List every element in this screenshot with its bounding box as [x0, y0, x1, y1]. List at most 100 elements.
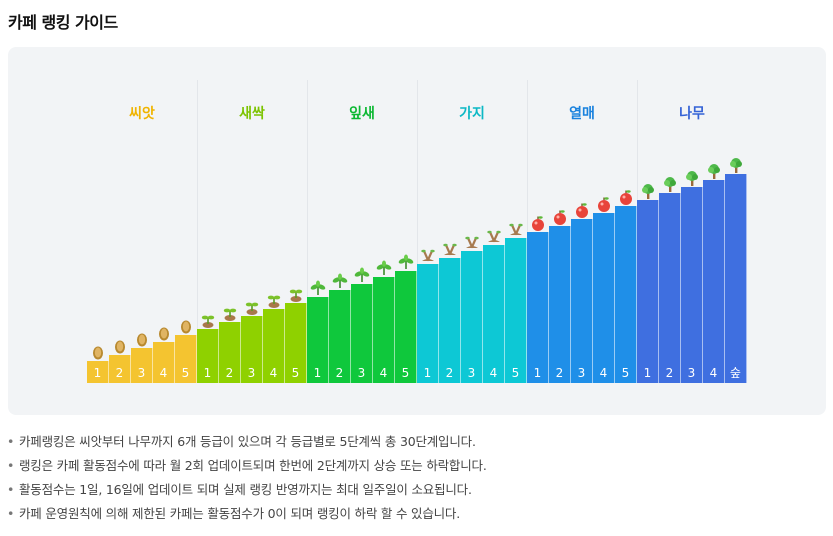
fruit-icon	[573, 201, 591, 223]
note-text: 활동점수는 1일, 16일에 업데이트 되며 실제 랭킹 반영까지는 최대 일주…	[19, 482, 472, 497]
tier-separator	[306, 80, 308, 382]
rank-bar: 2	[659, 193, 681, 383]
fruit-icon	[529, 214, 547, 236]
leaf-plant-icon	[309, 279, 327, 301]
rank-bar: 1	[417, 264, 439, 383]
sprout-icon	[287, 285, 305, 307]
rank-bar: 5	[285, 302, 307, 383]
note-item: • 카페 운영원칙에 의해 제한된 카페는 활동점수가 0이 되며 랭킹이 하락 …	[7, 502, 487, 526]
note-item: • 활동점수는 1일, 16일에 업데이트 되며 실제 랭킹 반영까지는 최대 일…	[7, 478, 487, 502]
rank-bar: 3	[681, 186, 703, 383]
rank-bar: 2	[549, 225, 571, 383]
bullet: •	[7, 506, 15, 521]
tier-label: 잎새	[349, 106, 375, 122]
rank-bar: 5	[505, 238, 527, 383]
rank-bar: 1	[307, 296, 329, 383]
rank-bar: 2	[109, 354, 131, 383]
branch-icon	[485, 227, 503, 249]
tier-label: 씨앗	[129, 106, 155, 122]
seed-icon	[133, 330, 151, 352]
sprout-icon	[199, 311, 217, 333]
rank-bar: 3	[351, 283, 373, 383]
fruit-icon	[595, 195, 613, 217]
rank-bar: 3	[571, 219, 593, 383]
bullet: •	[7, 482, 15, 497]
step-number: 1	[533, 366, 542, 380]
branch-icon	[507, 220, 525, 242]
seed-icon	[89, 343, 107, 365]
rank-bar: 4	[593, 212, 615, 383]
rank-bar: 1	[87, 361, 109, 383]
tree-icon	[661, 175, 679, 197]
note-text: 랭킹은 카페 활동점수에 따라 월 2회 업데이트되며 한번에 2단계까지 상승…	[19, 458, 487, 473]
leaf-plant-icon	[353, 266, 371, 288]
rank-bar: 3	[461, 251, 483, 383]
seed-icon	[177, 317, 195, 339]
leaf-plant-icon	[375, 259, 393, 281]
rank-bar: 4	[373, 277, 395, 383]
step-number: 3	[137, 365, 146, 380]
step-number: 1	[203, 366, 212, 380]
step-number: 3	[357, 365, 366, 380]
sprout-icon	[243, 298, 261, 320]
step-number: 3	[577, 365, 586, 380]
tier-separator	[196, 80, 198, 382]
step-number: 5	[291, 365, 300, 380]
bullet: •	[7, 434, 15, 449]
rank-bar: 1	[197, 328, 219, 383]
tier-label: 나무	[679, 106, 705, 122]
step-number: 5	[181, 365, 190, 380]
tier-label: 가지	[459, 106, 485, 122]
leaf-plant-icon	[397, 253, 415, 275]
rank-bar: 2	[219, 322, 241, 383]
rank-bar: 3	[241, 315, 263, 383]
step-number: 4	[489, 365, 498, 380]
tier-separator	[416, 80, 418, 382]
step-number: 1	[313, 366, 322, 380]
tree-icon	[705, 162, 723, 184]
tier-separator	[526, 80, 528, 382]
step-number: 1	[423, 366, 432, 380]
tier-label: 열매	[569, 106, 595, 122]
branch-icon	[441, 240, 459, 262]
step-number: 4	[709, 365, 718, 380]
step-number: 3	[247, 365, 256, 380]
step-number: 5	[401, 365, 410, 380]
step-number: 4	[159, 365, 168, 380]
rank-bar: 숲	[725, 173, 747, 383]
step-number: 2	[115, 365, 124, 380]
rank-bar: 4	[483, 244, 505, 383]
step-number: 3	[467, 365, 476, 380]
seed-icon	[155, 324, 173, 346]
step-number: 2	[225, 365, 234, 380]
step-number: 1	[643, 366, 652, 380]
rank-bar: 5	[175, 335, 197, 383]
tier-label: 새싹	[239, 106, 265, 122]
step-number: 2	[665, 365, 674, 380]
sprout-icon	[221, 304, 239, 326]
step-number: 5	[621, 365, 630, 380]
notes-list: • 카페랭킹은 씨앗부터 나무까지 6개 등급이 있으며 각 등급별로 5단계씩 …	[7, 430, 487, 526]
rank-bar: 5	[395, 270, 417, 383]
rank-bar: 2	[439, 257, 461, 383]
bullet: •	[7, 458, 15, 473]
branch-icon	[419, 246, 437, 268]
rank-bar: 1	[527, 232, 549, 383]
tree-icon	[639, 182, 657, 204]
rank-bar: 4	[703, 180, 725, 383]
note-text: 카페 운영원칙에 의해 제한된 카페는 활동점수가 0이 되며 랭킹이 하락 할…	[19, 506, 461, 521]
step-number: 숲	[729, 365, 741, 380]
rank-bar: 4	[263, 309, 285, 383]
fruit-icon	[551, 208, 569, 230]
branch-icon	[463, 233, 481, 255]
note-item: • 랭킹은 카페 활동점수에 따라 월 2회 업데이트되며 한번에 2단계까지 상…	[7, 454, 487, 478]
note-text: 카페랭킹은 씨앗부터 나무까지 6개 등급이 있으며 각 등급별로 5단계씩 총…	[19, 434, 476, 449]
rank-bar: 4	[153, 341, 175, 383]
step-number: 4	[379, 365, 388, 380]
step-number: 1	[93, 366, 102, 380]
step-number: 5	[511, 365, 520, 380]
step-number: 2	[335, 365, 344, 380]
step-number: 2	[445, 365, 454, 380]
tree-icon	[727, 156, 745, 178]
rank-bar: 3	[131, 348, 153, 383]
